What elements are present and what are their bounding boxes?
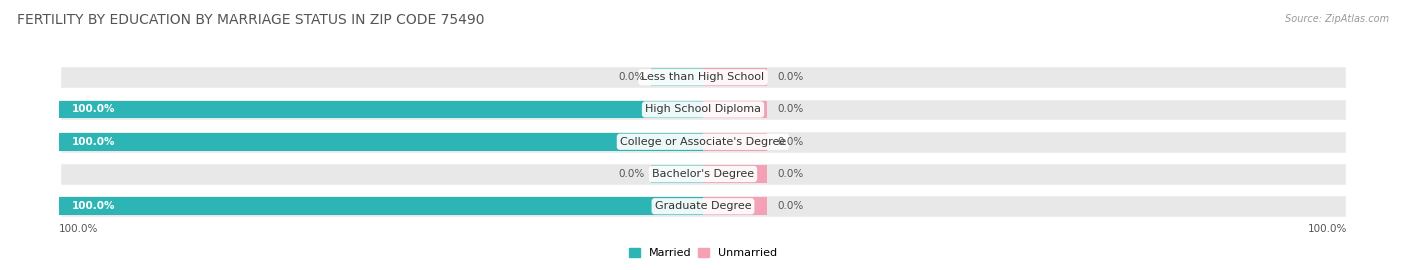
Bar — [59, 197, 703, 215]
Text: 100.0%: 100.0% — [72, 104, 115, 114]
Text: College or Associate's Degree: College or Associate's Degree — [620, 137, 786, 147]
Bar — [703, 165, 768, 183]
Text: FERTILITY BY EDUCATION BY MARRIAGE STATUS IN ZIP CODE 75490: FERTILITY BY EDUCATION BY MARRIAGE STATU… — [17, 14, 485, 28]
Bar — [651, 68, 703, 86]
Text: 0.0%: 0.0% — [778, 201, 803, 211]
Text: 0.0%: 0.0% — [619, 169, 645, 179]
Text: 100.0%: 100.0% — [72, 201, 115, 211]
Bar — [59, 101, 703, 118]
Legend: Married, Unmarried: Married, Unmarried — [624, 243, 782, 262]
Bar — [651, 165, 703, 183]
Text: 0.0%: 0.0% — [778, 137, 803, 147]
Text: 100.0%: 100.0% — [72, 137, 115, 147]
Text: 0.0%: 0.0% — [619, 72, 645, 82]
Bar — [59, 194, 1347, 218]
Text: Source: ZipAtlas.com: Source: ZipAtlas.com — [1285, 14, 1389, 23]
Bar — [59, 98, 1347, 121]
Text: Less than High School: Less than High School — [641, 72, 765, 82]
Bar — [703, 133, 768, 151]
Text: 0.0%: 0.0% — [778, 104, 803, 114]
Bar — [59, 162, 1347, 186]
Text: 100.0%: 100.0% — [59, 224, 98, 234]
Text: 100.0%: 100.0% — [1308, 224, 1347, 234]
Text: 0.0%: 0.0% — [778, 72, 803, 82]
Bar — [703, 101, 768, 118]
Bar — [703, 68, 768, 86]
Bar — [59, 65, 1347, 89]
Text: Bachelor's Degree: Bachelor's Degree — [652, 169, 754, 179]
Bar — [59, 133, 703, 151]
Text: 0.0%: 0.0% — [778, 169, 803, 179]
Text: Graduate Degree: Graduate Degree — [655, 201, 751, 211]
Text: High School Diploma: High School Diploma — [645, 104, 761, 114]
Bar — [59, 130, 1347, 154]
Bar — [703, 197, 768, 215]
